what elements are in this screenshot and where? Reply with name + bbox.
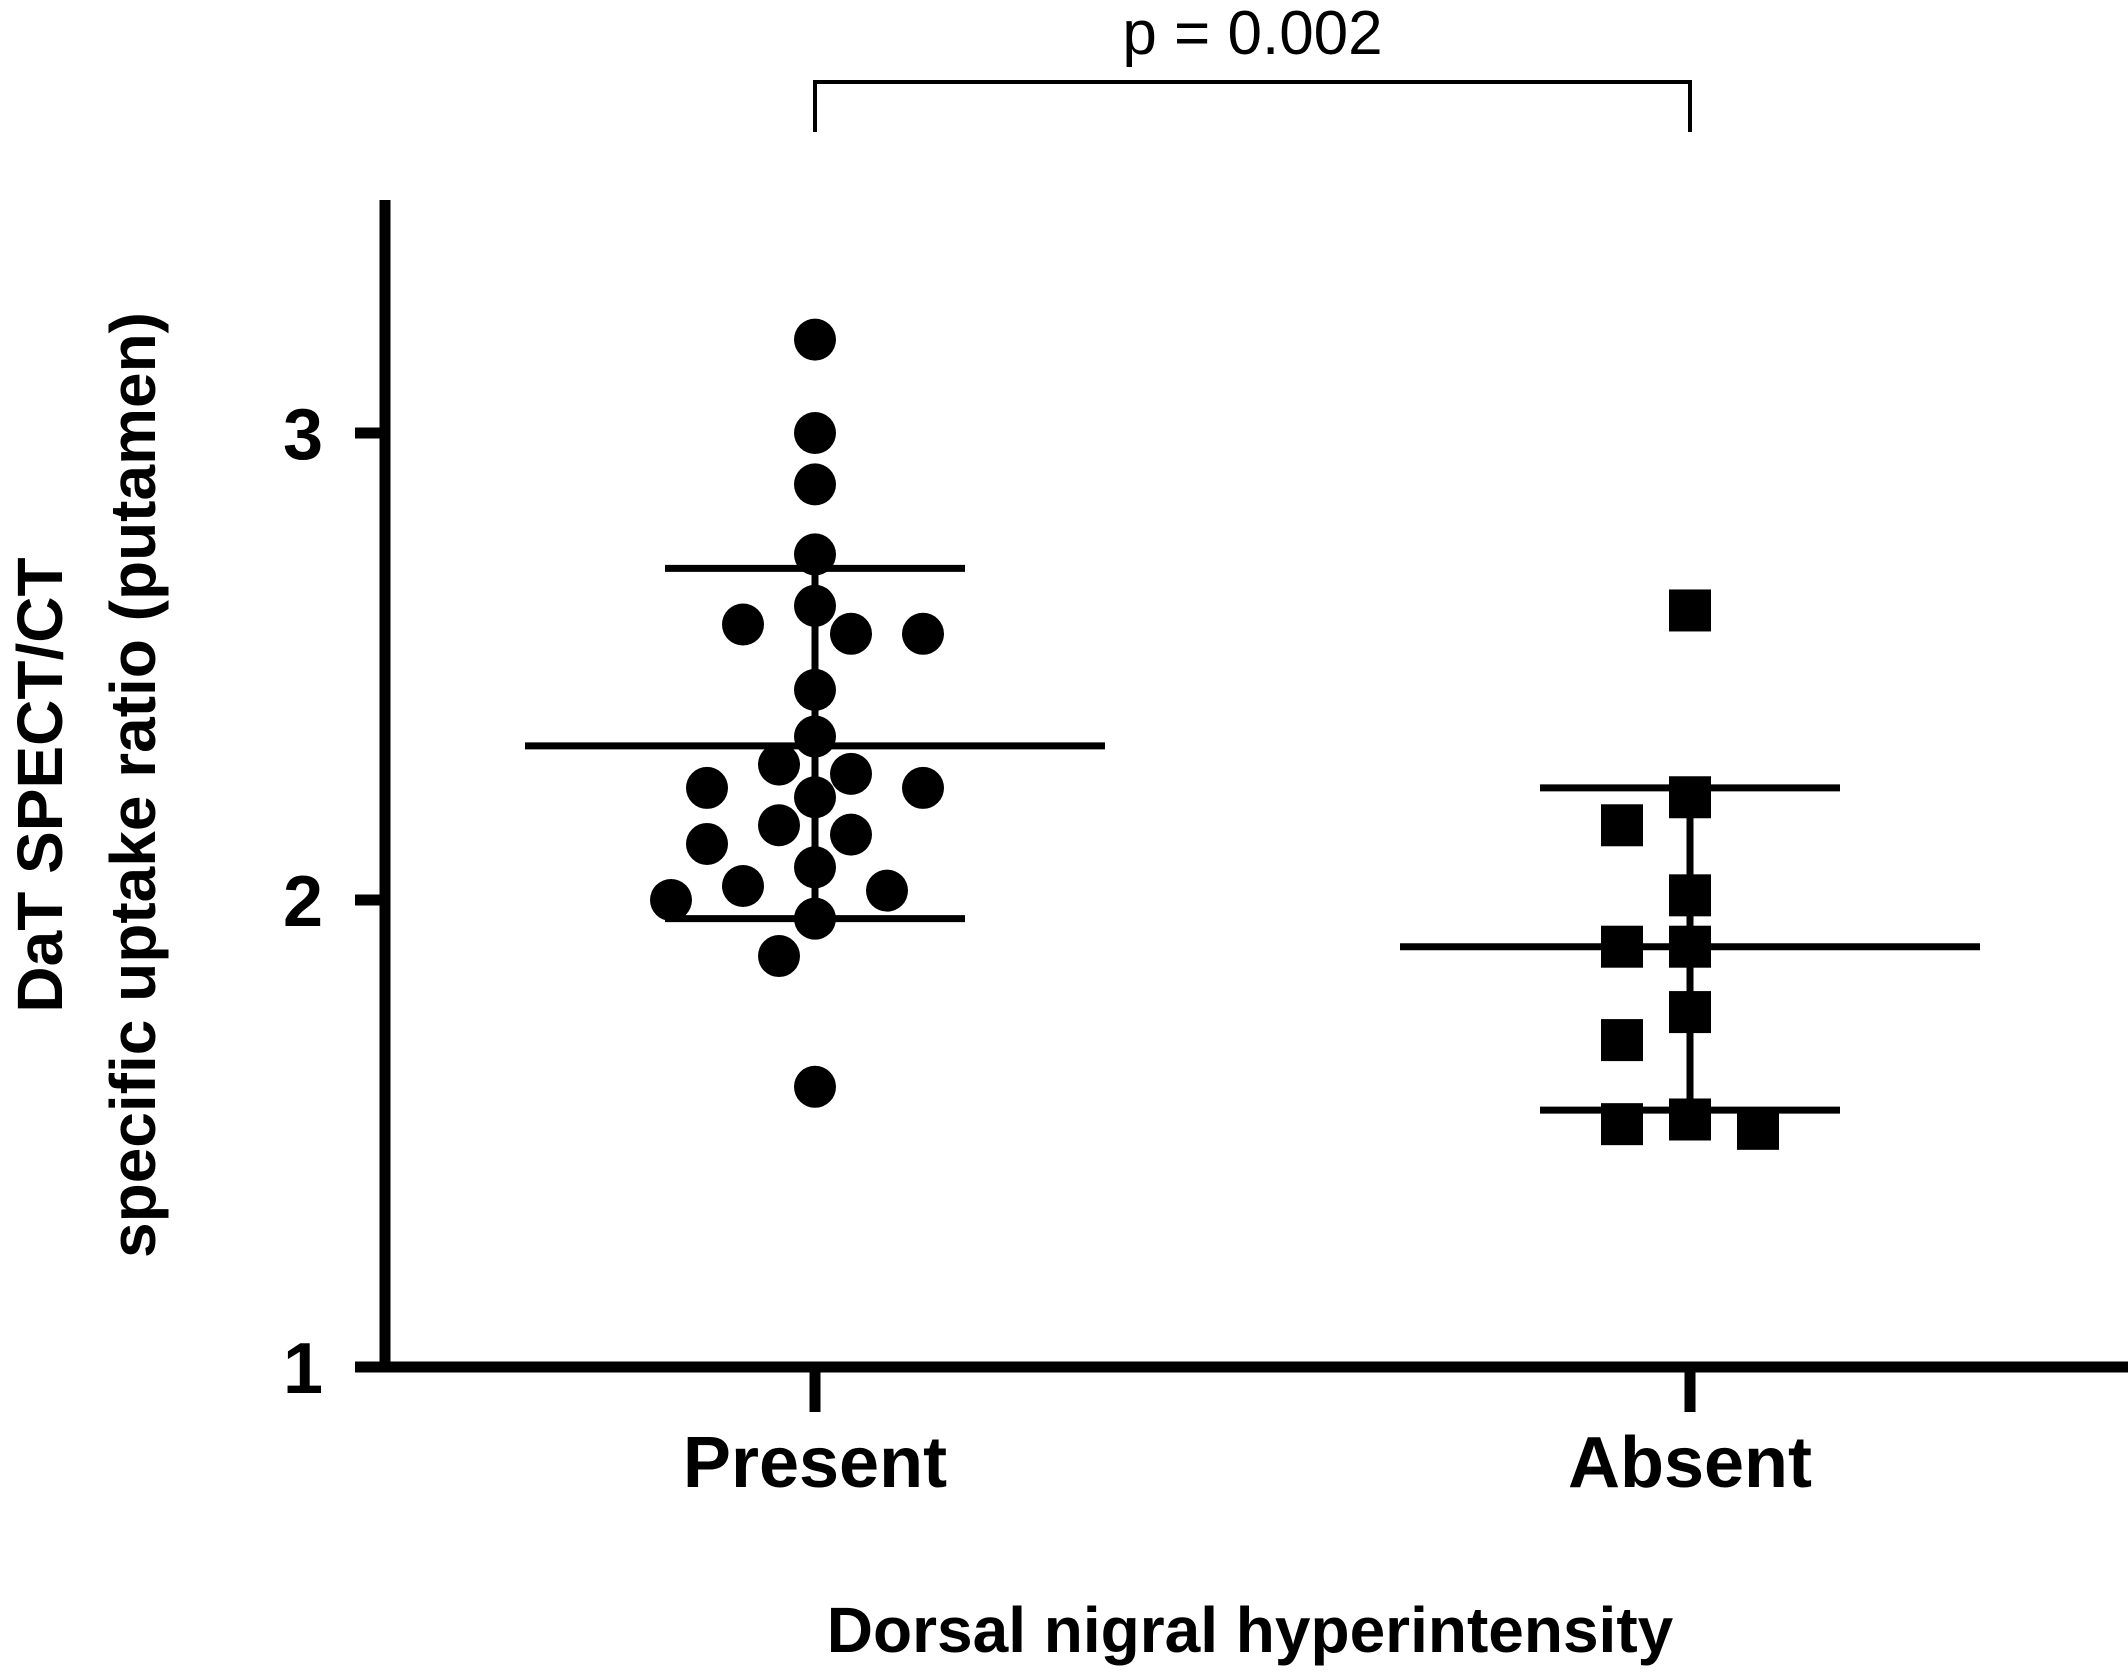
y-tick-label: 1 bbox=[283, 1329, 323, 1409]
data-point-present bbox=[794, 463, 836, 506]
data-point-present bbox=[866, 869, 908, 912]
x-ticks: Present Absent bbox=[683, 1367, 1812, 1503]
data-point-present bbox=[794, 412, 836, 454]
data-point-present bbox=[758, 743, 800, 786]
data-point-absent bbox=[1669, 991, 1711, 1034]
x-tick-label: Absent bbox=[1568, 1423, 1812, 1503]
data-point-present bbox=[758, 935, 800, 978]
x-tick-label: Present bbox=[683, 1423, 947, 1503]
data-point-absent bbox=[1669, 874, 1711, 917]
y-axis-title-line-1: DaT SPECT/CT bbox=[4, 557, 76, 1012]
significance-annotation: p = 0.002 bbox=[813, 0, 1692, 132]
data-point-absent bbox=[1669, 1098, 1711, 1141]
data-point-absent bbox=[1601, 925, 1643, 968]
data-point-absent bbox=[1669, 589, 1711, 632]
data-point-present bbox=[686, 766, 728, 809]
data-point-present bbox=[794, 897, 836, 940]
data-point-absent bbox=[1737, 1107, 1779, 1150]
data-point-absent bbox=[1601, 1103, 1643, 1146]
axis-titles: DaT SPECT/CT specific uptake ratio (puta… bbox=[4, 312, 1674, 1666]
data-point-present bbox=[902, 612, 944, 655]
y-tick-label: 2 bbox=[283, 862, 323, 942]
data-point-present bbox=[722, 864, 764, 907]
data-point-present bbox=[794, 318, 836, 361]
data-point-present bbox=[794, 846, 836, 889]
data-point-present bbox=[722, 603, 764, 646]
data-point-present bbox=[794, 715, 836, 758]
data-point-present bbox=[794, 584, 836, 627]
axes bbox=[379, 200, 2128, 1373]
mean-sd-bars bbox=[525, 564, 1980, 1114]
data-point-present bbox=[830, 612, 872, 655]
data-point-present bbox=[794, 668, 836, 711]
data-point-present bbox=[758, 804, 800, 847]
data-point-present bbox=[794, 776, 836, 819]
data-points bbox=[650, 318, 1779, 1150]
data-point-present bbox=[830, 813, 872, 856]
data-point-absent bbox=[1669, 776, 1711, 819]
data-point-absent bbox=[1669, 925, 1711, 968]
data-point-present bbox=[794, 1065, 836, 1108]
significance-bracket bbox=[813, 80, 1692, 132]
data-point-absent bbox=[1601, 804, 1643, 847]
data-point-present bbox=[830, 752, 872, 795]
data-point-present bbox=[650, 879, 692, 921]
y-axis-title-line-2: specific uptake ratio (putamen) bbox=[97, 312, 169, 1258]
data-point-present bbox=[902, 766, 944, 809]
data-point-absent bbox=[1601, 1019, 1643, 1062]
data-point-present bbox=[794, 533, 836, 576]
data-point-present bbox=[686, 822, 728, 865]
y-ticks: 1 2 3 bbox=[283, 395, 385, 1409]
x-axis-title: Dorsal nigral hyperintensity bbox=[827, 1594, 1674, 1666]
y-tick-label: 3 bbox=[283, 395, 323, 475]
p-value-label: p = 0.002 bbox=[1122, 0, 1382, 68]
